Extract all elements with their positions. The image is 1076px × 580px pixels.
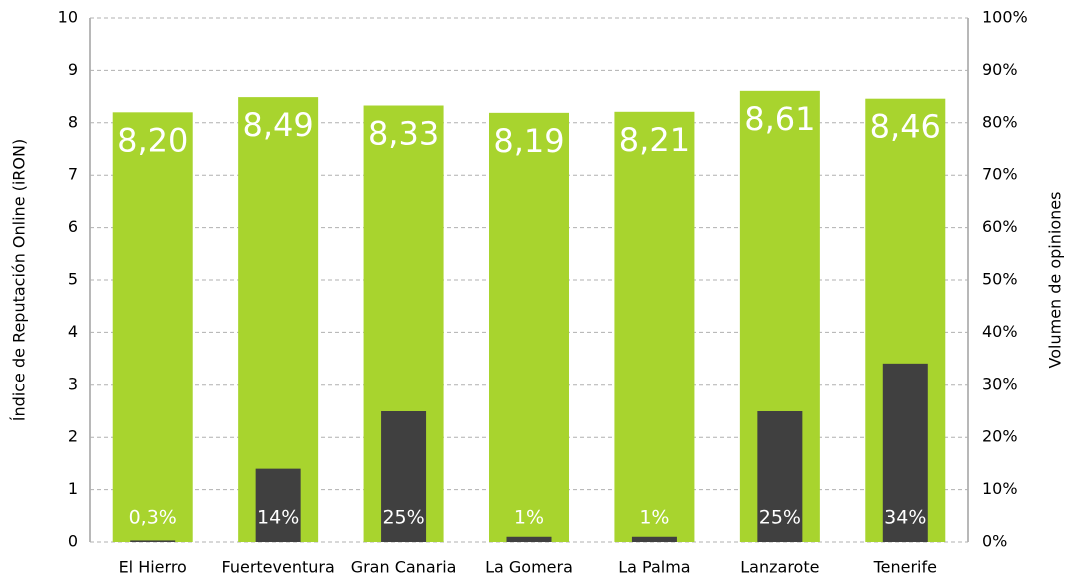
- value-label: 0,3%: [129, 507, 177, 529]
- bar: [506, 536, 552, 542]
- value-label: 8,33: [368, 115, 439, 153]
- y2-tick-label: 50%: [982, 270, 1018, 289]
- bar: [614, 111, 695, 543]
- y2-axis-title: Volumen de opiniones: [1046, 192, 1065, 369]
- value-label: 1%: [639, 507, 669, 529]
- x-tick-label: Lanzarote: [740, 558, 819, 577]
- y-tick-label: 4: [68, 322, 78, 341]
- y2-tick-label: 60%: [982, 217, 1018, 236]
- bar: [631, 536, 677, 542]
- y-tick-label: 6: [68, 217, 78, 236]
- value-label: 8,61: [744, 100, 815, 138]
- y-tick-label: 7: [68, 165, 78, 184]
- y-axis-title: Índice de Reputación Online (iRON): [10, 139, 29, 421]
- x-tick-label: Tenerife: [873, 558, 937, 577]
- x-tick-label: Gran Canaria: [351, 558, 457, 577]
- y2-tick-label: 10%: [982, 479, 1018, 498]
- x-tick-label: La Palma: [618, 558, 690, 577]
- x-tick-label: El Hierro: [119, 558, 187, 577]
- value-label: 25%: [759, 507, 801, 529]
- bar: [757, 411, 803, 542]
- y2-tick-label: 100%: [982, 8, 1028, 27]
- bar: [255, 468, 301, 542]
- x-tick-label: Fuerteventura: [222, 558, 335, 577]
- value-label: 1%: [514, 507, 544, 529]
- bar: [112, 112, 193, 542]
- y2-tick-label: 90%: [982, 60, 1018, 79]
- y-tick-label: 3: [68, 374, 78, 393]
- y2-tick-label: 0%: [982, 532, 1007, 551]
- x-tick-label: La Gomera: [485, 558, 573, 577]
- value-label: 14%: [257, 507, 299, 529]
- y2-tick-label: 80%: [982, 112, 1018, 131]
- y-tick-label: 0: [68, 532, 78, 551]
- y-tick-label: 1: [68, 479, 78, 498]
- y-tick-label: 8: [68, 112, 78, 131]
- bar: [489, 112, 569, 543]
- y2-tick-label: 40%: [982, 322, 1018, 341]
- value-label: 8,46: [870, 108, 941, 146]
- y2-tick-label: 30%: [982, 374, 1018, 393]
- value-label: 8,20: [117, 121, 188, 159]
- value-label: 8,21: [619, 121, 690, 159]
- y-tick-label: 2: [68, 427, 78, 446]
- bar: [381, 411, 427, 542]
- y2-tick-label: 20%: [982, 427, 1018, 446]
- y-tick-label: 5: [68, 270, 78, 289]
- bar: [238, 97, 319, 543]
- y-tick-label: 9: [68, 60, 78, 79]
- value-label: 25%: [382, 507, 424, 529]
- y-tick-label: 10: [58, 8, 78, 27]
- value-label: 8,19: [493, 122, 564, 160]
- value-label: 34%: [884, 507, 926, 529]
- bar: [882, 363, 928, 542]
- value-label: 8,49: [243, 106, 314, 144]
- y2-tick-label: 70%: [982, 165, 1018, 184]
- bar: [130, 540, 176, 542]
